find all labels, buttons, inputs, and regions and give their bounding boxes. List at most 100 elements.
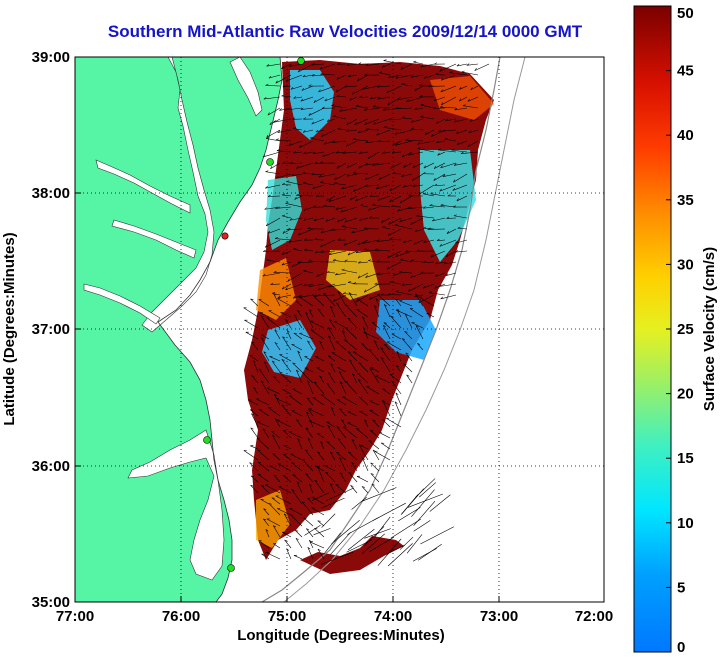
velocity-vector-head	[320, 244, 323, 248]
slow-zone-north	[290, 70, 334, 140]
velocity-vector	[296, 481, 303, 494]
velocity-vector	[256, 438, 270, 450]
velocity-vector-head	[378, 177, 381, 180]
velocity-vector	[399, 536, 414, 550]
velocity-vector-head	[275, 80, 278, 84]
velocity-vector-head	[291, 462, 295, 464]
velocity-vector	[382, 388, 391, 395]
velocity-vector	[333, 115, 347, 120]
velocity-vector	[415, 293, 424, 307]
velocity-vector	[347, 517, 379, 535]
x-tick-label: 74:00	[374, 608, 412, 625]
velocity-vector-head	[283, 430, 287, 432]
velocity-vector	[380, 442, 391, 450]
velocity-vector-head	[314, 238, 318, 240]
velocity-vector-head	[282, 230, 285, 234]
velocity-vector	[420, 104, 435, 109]
velocity-vector-head	[392, 142, 395, 146]
velocity-vector	[404, 331, 413, 340]
velocity-vector	[282, 215, 292, 219]
velocity-vector-head	[390, 165, 393, 169]
velocity-vector	[313, 528, 331, 536]
pamlico-sound	[127, 429, 225, 581]
velocity-vector	[304, 367, 314, 373]
velocity-vector-head	[405, 138, 409, 141]
velocity-vector-head	[332, 140, 336, 143]
velocity-vector	[321, 394, 336, 406]
velocity-vector	[331, 519, 360, 545]
velocity-vector-head	[288, 143, 292, 146]
velocity-vector	[369, 195, 380, 197]
velocity-vector-head	[330, 363, 334, 366]
velocity-vector	[266, 259, 281, 263]
velocity-vector	[257, 461, 270, 472]
velocity-vector-head	[266, 258, 270, 261]
velocity-vector	[334, 173, 347, 181]
velocity-vector	[372, 204, 391, 208]
velocity-vector-head	[282, 193, 286, 196]
velocity-vector-head	[357, 379, 361, 381]
velocity-vector	[268, 74, 281, 79]
velocity-vector-head	[389, 199, 392, 203]
velocity-vector	[316, 367, 325, 373]
velocity-vector-head	[376, 132, 379, 136]
colorbar-tick-label: 0	[677, 639, 685, 656]
rappahannock-river	[111, 219, 197, 259]
velocity-vector	[336, 426, 347, 439]
velocity-vector	[308, 309, 314, 318]
velocity-vector-head	[405, 352, 409, 355]
velocity-vector	[351, 462, 358, 472]
velocity-vector	[289, 217, 303, 221]
velocity-vector	[337, 438, 347, 450]
velocity-vector-head	[349, 197, 352, 201]
velocity-vector-head	[424, 132, 427, 135]
velocity-vector-head	[317, 293, 321, 296]
velocity-vector	[378, 140, 391, 143]
velocity-vector	[418, 296, 435, 307]
velocity-vector-head	[346, 63, 350, 66]
velocity-vector	[328, 283, 347, 288]
velocity-vector-head	[456, 63, 460, 67]
velocity-vector-head	[260, 380, 264, 383]
velocity-vector	[356, 428, 369, 439]
velocity-vector-head	[433, 165, 437, 169]
chesapeake-bay	[141, 57, 215, 333]
velocity-vector	[439, 283, 457, 287]
velocity-vector-head	[297, 438, 301, 441]
velocity-vector	[307, 547, 314, 560]
velocity-vector	[470, 85, 479, 91]
velocity-vector	[356, 298, 369, 307]
velocity-vector	[451, 149, 468, 153]
velocity-vector	[329, 319, 336, 329]
velocity-vector	[262, 428, 270, 439]
velocity-vector	[375, 249, 391, 252]
colorbar-tick-label: 15	[677, 450, 694, 467]
grid-lines	[75, 57, 604, 602]
velocity-vector	[298, 63, 314, 73]
velocity-vector-head	[281, 66, 284, 69]
velocity-vector-head	[378, 71, 382, 73]
velocity-vector	[439, 63, 457, 72]
velocity-vector	[293, 332, 303, 340]
velocity-vector-head	[267, 194, 271, 197]
velocity-vector-head	[420, 271, 424, 274]
velocity-vector	[420, 116, 435, 120]
velocity-vector-head	[394, 132, 398, 135]
velocity-vector	[387, 250, 402, 259]
velocity-vector-head	[361, 343, 365, 345]
velocity-vector-head	[342, 292, 346, 294]
velocity-vector-head	[326, 441, 330, 443]
velocity-vector-head	[384, 304, 387, 307]
colorbar-tick-label: 45	[677, 63, 694, 80]
velocity-vector	[446, 228, 457, 234]
velocity-vector-head	[378, 139, 381, 143]
velocity-vector	[310, 137, 325, 142]
velocity-vector-head	[468, 130, 472, 134]
velocity-vector-head	[461, 70, 465, 73]
velocity-vector	[423, 239, 435, 243]
velocity-vector	[304, 249, 314, 252]
velocity-vector	[347, 411, 358, 417]
velocity-vector-head	[372, 419, 376, 422]
velocity-vector-head	[418, 84, 422, 87]
velocity-vector-head	[315, 194, 319, 197]
